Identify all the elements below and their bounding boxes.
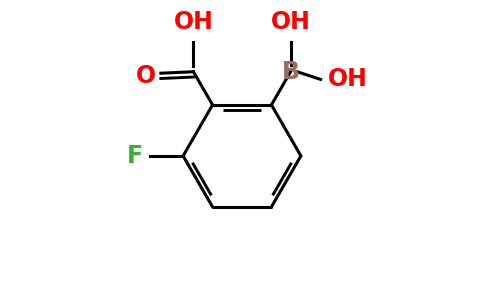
Text: F: F	[127, 144, 143, 168]
Text: OH: OH	[271, 10, 311, 34]
Text: OH: OH	[173, 10, 213, 34]
Text: O: O	[136, 64, 156, 88]
Text: B: B	[282, 60, 300, 84]
Text: OH: OH	[328, 68, 368, 92]
